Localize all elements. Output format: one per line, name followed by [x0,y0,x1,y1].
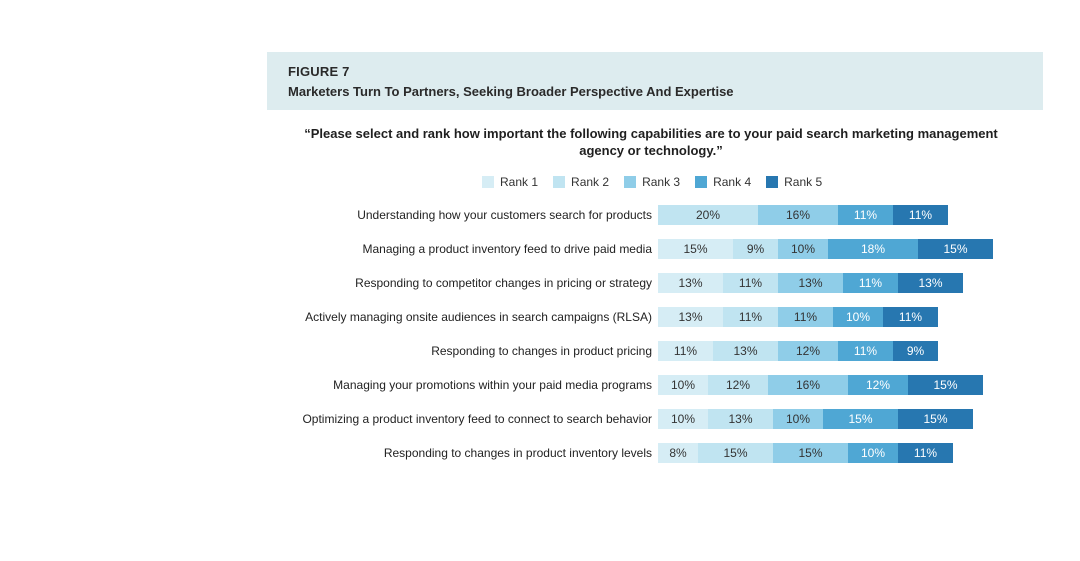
bar-segment-rank-1: 15% [658,239,733,259]
category-label: Understanding how your customers search … [357,208,652,222]
bar-segment-rank-5: 9% [893,341,938,361]
bar-segment-rank-1: 10% [658,409,708,429]
legend-item-rank-5: Rank 5 [766,175,822,189]
category-label: Managing your promotions within your pai… [333,378,652,392]
category-label: Managing a product inventory feed to dri… [362,242,652,256]
figure-header: FIGURE 7 Marketers Turn To Partners, See… [267,52,1043,110]
category-label: Responding to changes in product invento… [383,446,652,460]
bar-segment-rank-1: 10% [658,375,708,395]
legend-item-rank-2: Rank 2 [553,175,609,189]
bar-segment-rank-3: 10% [778,239,828,259]
legend-item-rank-4: Rank 4 [695,175,751,189]
bar-segment-rank-5: 13% [898,273,963,293]
bar-segment-rank-5: 11% [893,205,948,225]
legend-label: Rank 5 [784,175,823,189]
bar-segment-rank-5: 11% [883,307,938,327]
bar-segment-rank-2: 12% [708,375,768,395]
bar-segment-rank-4: 11% [838,205,893,225]
bar-segment-rank-1: 13% [658,273,723,293]
figure-label: FIGURE 7 [288,64,350,79]
bar-segment-rank-3: 16% [758,205,838,225]
bar-segment-rank-2: 13% [708,409,773,429]
bar-segment-rank-4: 15% [823,409,898,429]
category-label: Actively managing onsite audiences in se… [305,310,652,324]
legend-swatch [624,176,637,188]
bar-segment-rank-4: 11% [838,341,893,361]
bar-segment-rank-4: 11% [843,273,898,293]
bar-segment-rank-5: 15% [898,409,973,429]
bar-segment-rank-1: 8% [658,443,698,463]
chart-question: “Please select and rank how important th… [304,126,998,158]
legend-label: Rank 3 [642,175,681,189]
legend-item-rank-3: Rank 3 [624,175,680,189]
bar-segment-rank-2: 9% [733,239,778,259]
bar-segment-rank-2: 20% [658,205,758,225]
legend-swatch [482,176,494,188]
bar-segment-rank-3: 15% [773,443,848,463]
bar-segment-rank-4: 10% [833,307,883,327]
bar-segment-rank-5: 15% [908,375,983,395]
bar-segment-rank-4: 10% [848,443,898,463]
legend-swatch [766,176,779,188]
bar-segment-rank-1: 11% [658,341,713,361]
bar-segment-rank-1: 13% [658,307,723,327]
bar-segment-rank-4: 12% [848,375,908,395]
bar-segment-rank-5: 15% [918,239,993,259]
bar-segment-rank-5: 11% [898,443,953,463]
figure-title: Marketers Turn To Partners, Seeking Broa… [288,84,734,99]
bar-segment-rank-2: 13% [713,341,778,361]
legend-label: Rank 4 [713,175,752,189]
bar-segment-rank-4: 18% [828,239,918,259]
bar-segment-rank-3: 13% [778,273,843,293]
bar-segment-rank-3: 11% [778,307,833,327]
chart-legend: Rank 1 Rank 2 Rank 3 Rank 4 Rank 5 [482,174,837,190]
legend-label: Rank 2 [571,175,610,189]
legend-swatch [695,176,708,188]
category-label: Responding to changes in product pricing [431,344,652,358]
bar-segment-rank-2: 11% [723,273,778,293]
bar-segment-rank-3: 12% [778,341,838,361]
bar-segment-rank-2: 15% [698,443,773,463]
legend-label: Rank 1 [500,175,539,189]
bar-segment-rank-2: 11% [723,307,778,327]
category-label: Responding to competitor changes in pric… [355,276,652,290]
category-label: Optimizing a product inventory feed to c… [302,412,652,426]
legend-item-rank-1: Rank 1 [482,175,538,189]
bar-segment-rank-3: 10% [773,409,823,429]
legend-swatch [553,176,566,188]
bar-segment-rank-3: 16% [768,375,848,395]
